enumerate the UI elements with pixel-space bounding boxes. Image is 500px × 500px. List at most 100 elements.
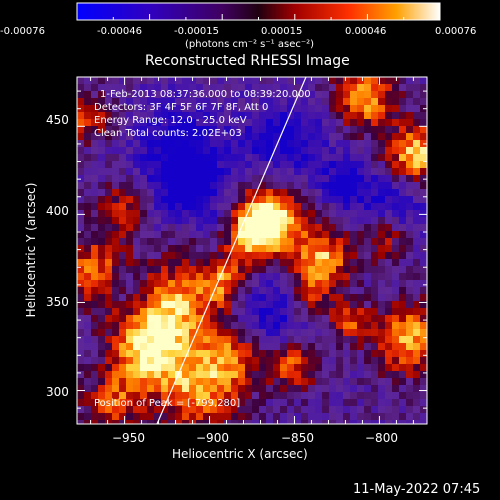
image-pixel bbox=[224, 343, 232, 351]
image-pixel bbox=[343, 154, 351, 162]
image-pixel bbox=[175, 322, 183, 330]
image-pixel bbox=[301, 217, 309, 225]
image-pixel bbox=[217, 196, 225, 204]
image-pixel bbox=[203, 385, 211, 393]
image-pixel bbox=[357, 420, 365, 424]
image-pixel bbox=[133, 259, 141, 267]
image-pixel bbox=[301, 420, 309, 424]
image-pixel bbox=[245, 182, 253, 190]
image-pixel bbox=[175, 280, 183, 288]
image-pixel bbox=[252, 413, 260, 421]
image-pixel bbox=[287, 357, 295, 365]
image-pixel bbox=[161, 91, 169, 99]
image-pixel bbox=[245, 133, 253, 141]
image-pixel bbox=[154, 329, 162, 337]
image-pixel bbox=[189, 119, 197, 127]
image-pixel bbox=[77, 210, 85, 218]
image-pixel bbox=[105, 224, 113, 232]
image-pixel bbox=[224, 217, 232, 225]
image-pixel bbox=[217, 378, 225, 386]
image-pixel bbox=[294, 315, 302, 323]
image-pixel bbox=[140, 196, 148, 204]
image-pixel bbox=[203, 301, 211, 309]
image-pixel bbox=[336, 210, 344, 218]
image-pixel bbox=[280, 364, 288, 372]
image-pixel bbox=[98, 301, 106, 309]
image-pixel bbox=[392, 175, 400, 183]
image-pixel bbox=[392, 266, 400, 274]
image-pixel bbox=[77, 203, 85, 211]
image-pixel bbox=[98, 357, 106, 365]
image-pixel bbox=[357, 329, 365, 337]
image-pixel bbox=[315, 399, 323, 407]
image-pixel bbox=[273, 203, 281, 211]
image-pixel bbox=[140, 154, 148, 162]
image-pixel bbox=[210, 252, 218, 260]
image-pixel bbox=[266, 336, 274, 344]
image-pixel bbox=[182, 147, 190, 155]
image-pixel bbox=[413, 308, 421, 316]
image-pixel bbox=[280, 322, 288, 330]
image-pixel bbox=[357, 315, 365, 323]
image-pixel bbox=[420, 77, 427, 85]
image-pixel bbox=[399, 294, 407, 302]
image-pixel bbox=[154, 392, 162, 400]
image-pixel bbox=[413, 133, 421, 141]
image-pixel bbox=[119, 308, 127, 316]
image-pixel bbox=[196, 105, 204, 113]
image-pixel bbox=[266, 217, 274, 225]
image-pixel bbox=[378, 322, 386, 330]
image-pixel bbox=[217, 413, 225, 421]
image-pixel bbox=[252, 245, 260, 253]
image-pixel bbox=[98, 224, 106, 232]
image-pixel bbox=[112, 133, 120, 141]
image-pixel bbox=[231, 133, 239, 141]
image-pixel bbox=[77, 301, 85, 309]
image-pixel bbox=[343, 126, 351, 134]
image-pixel bbox=[322, 217, 330, 225]
image-pixel bbox=[224, 413, 232, 421]
image-pixel bbox=[77, 329, 85, 337]
image-pixel bbox=[91, 154, 99, 162]
image-pixel bbox=[98, 406, 106, 414]
image-pixel bbox=[217, 126, 225, 134]
image-pixel bbox=[399, 189, 407, 197]
image-pixel bbox=[266, 189, 274, 197]
image-pixel bbox=[210, 308, 218, 316]
image-pixel bbox=[294, 224, 302, 232]
image-pixel bbox=[280, 378, 288, 386]
image-pixel bbox=[287, 315, 295, 323]
image-pixel bbox=[119, 413, 127, 421]
image-pixel bbox=[210, 119, 218, 127]
image-pixel bbox=[392, 301, 400, 309]
image-pixel bbox=[245, 217, 253, 225]
image-pixel bbox=[336, 350, 344, 358]
image-pixel bbox=[217, 301, 225, 309]
image-pixel bbox=[238, 350, 246, 358]
image-pixel bbox=[126, 357, 134, 365]
image-pixel bbox=[406, 336, 414, 344]
image-pixel bbox=[259, 329, 267, 337]
image-pixel bbox=[378, 126, 386, 134]
image-pixel bbox=[364, 161, 372, 169]
image-pixel bbox=[357, 273, 365, 281]
image-pixel bbox=[385, 210, 393, 218]
image-pixel bbox=[301, 224, 309, 232]
image-pixel bbox=[406, 308, 414, 316]
image-pixel bbox=[168, 119, 176, 127]
image-pixel bbox=[91, 161, 99, 169]
image-pixel bbox=[231, 294, 239, 302]
image-pixel bbox=[252, 231, 260, 239]
image-pixel bbox=[84, 329, 92, 337]
image-pixel bbox=[252, 259, 260, 267]
image-pixel bbox=[210, 84, 218, 92]
image-pixel bbox=[413, 266, 421, 274]
image-pixel bbox=[329, 238, 337, 246]
image-pixel bbox=[91, 84, 99, 92]
image-pixel bbox=[350, 420, 358, 424]
image-pixel bbox=[294, 210, 302, 218]
image-pixel bbox=[203, 217, 211, 225]
image-pixel bbox=[308, 210, 316, 218]
image-pixel bbox=[364, 350, 372, 358]
image-pixel bbox=[392, 203, 400, 211]
